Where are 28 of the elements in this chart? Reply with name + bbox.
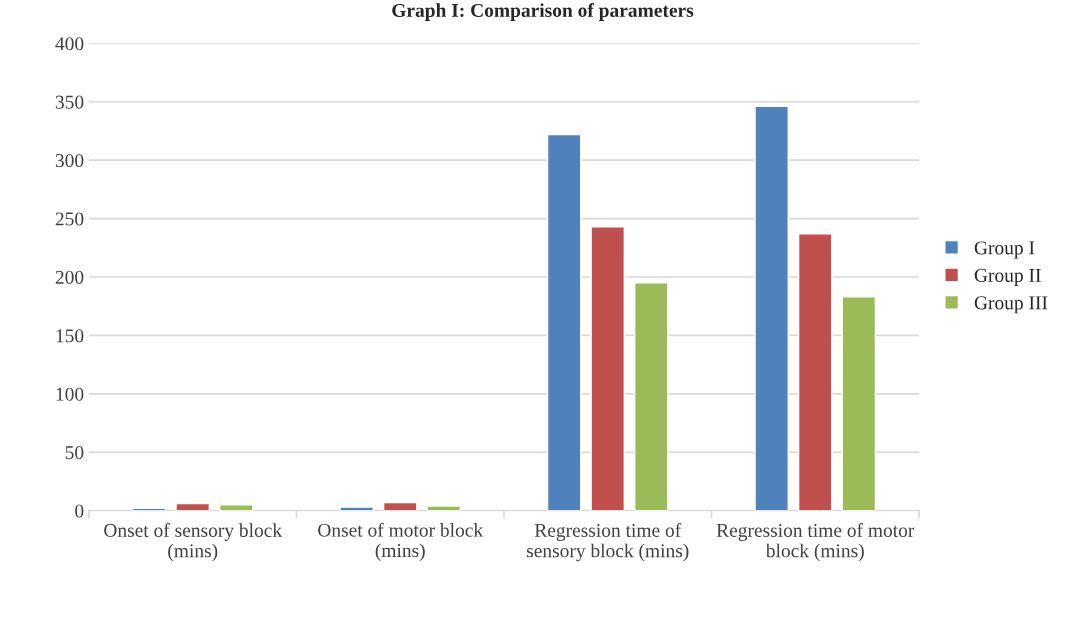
x-tick-label: Onset of sensory block (mins) (104, 523, 283, 562)
bar (339, 506, 374, 511)
bar (634, 282, 669, 511)
legend-label: Group III (974, 296, 1048, 314)
bar (219, 504, 254, 511)
bar (175, 502, 211, 511)
y-tick-label: 100 (56, 387, 84, 401)
y-tick-label: 200 (55, 270, 84, 284)
y-tick-label: 150 (56, 329, 84, 343)
bar (841, 296, 877, 511)
bar (426, 505, 462, 511)
x-tick-label: Regression time of motor block (mins) (716, 523, 915, 562)
bar (546, 133, 582, 511)
y-tick-label: 350 (55, 95, 84, 109)
bar (754, 105, 789, 511)
chart-title: Graph I: Comparison of parameters (392, 3, 694, 21)
bar (382, 501, 418, 511)
x-tick-label: Onset of motor block (mins) (318, 522, 484, 562)
y-tick-label: 0 (75, 504, 84, 518)
y-tick-label: 400 (55, 37, 84, 51)
y-tick-label: 250 (55, 212, 84, 226)
bar (590, 226, 626, 511)
y-tick-label: 50 (65, 446, 84, 460)
y-tick-label: 300 (55, 153, 84, 168)
x-tick-label: Regression time of sensory block (mins) (526, 523, 689, 562)
legend-label: Group I (974, 241, 1035, 259)
bar (797, 233, 833, 511)
legend-label: Group II (974, 268, 1041, 286)
